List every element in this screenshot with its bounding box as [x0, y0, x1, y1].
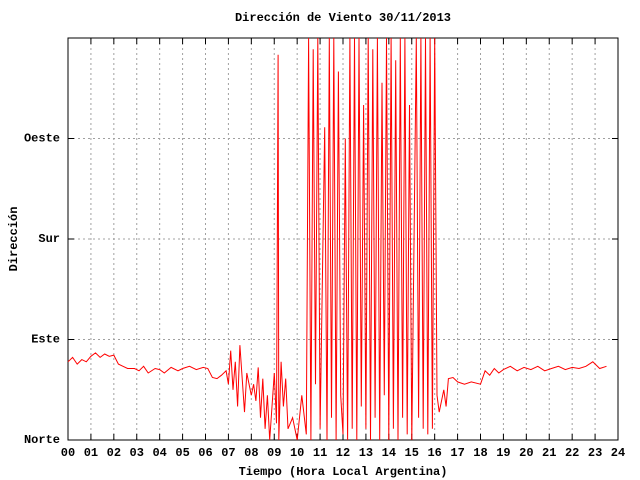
- x-tick-label: 15: [405, 446, 419, 460]
- plot-frame: [67, 37, 619, 441]
- x-tick-label: 20: [519, 446, 533, 460]
- x-tick-label: 10: [290, 446, 304, 460]
- y-tick-label: Norte: [24, 433, 60, 447]
- x-tick-label: 07: [221, 446, 235, 460]
- x-tick-label: 21: [542, 446, 556, 460]
- x-tick-label: 18: [473, 446, 487, 460]
- x-tick-label: 16: [427, 446, 441, 460]
- x-tick-label: 24: [611, 446, 625, 460]
- data-line: [67, 37, 607, 441]
- x-tick-label: 22: [565, 446, 579, 460]
- x-tick-label: 19: [496, 446, 510, 460]
- chart-title: Dirección de Viento 30/11/2013: [235, 11, 451, 25]
- x-tick-label: 01: [84, 446, 98, 460]
- x-tick-label: 04: [152, 446, 166, 460]
- x-tick-label: 02: [107, 446, 121, 460]
- y-tick-label: Oeste: [24, 132, 60, 146]
- x-tick-label: 14: [382, 446, 396, 460]
- x-tick-label: 17: [450, 446, 464, 460]
- x-tick-label: 00: [61, 446, 75, 460]
- x-tick-label: 03: [130, 446, 144, 460]
- x-tick-label: 09: [267, 446, 281, 460]
- y-axis-label: Dirección: [7, 207, 21, 272]
- y-tick-label: Sur: [38, 232, 60, 246]
- x-tick-label: 13: [359, 446, 373, 460]
- x-tick-label: 11: [313, 446, 327, 460]
- x-tick-label: 05: [175, 446, 189, 460]
- x-tick-label: 08: [244, 446, 258, 460]
- x-tick-label: 23: [588, 446, 602, 460]
- y-tick-label: Este: [31, 333, 60, 347]
- x-tick-label: 06: [198, 446, 212, 460]
- x-axis-label: Tiempo (Hora Local Argentina): [239, 465, 448, 479]
- x-tick-label: 12: [336, 446, 350, 460]
